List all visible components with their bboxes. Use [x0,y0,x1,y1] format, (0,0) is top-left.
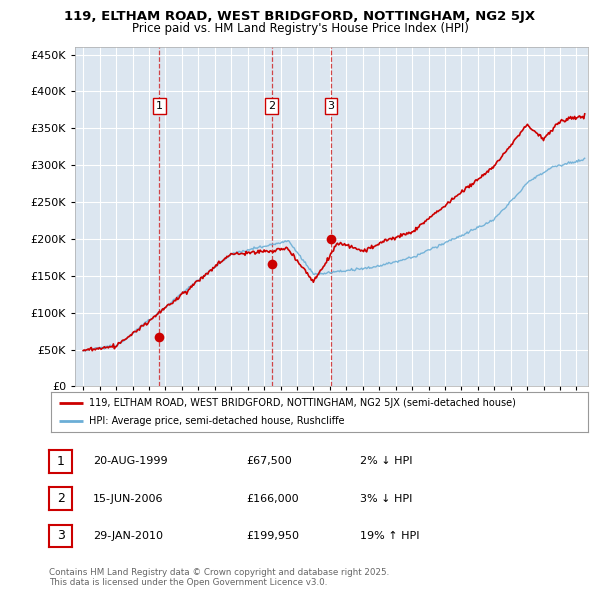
Text: 20-AUG-1999: 20-AUG-1999 [93,457,167,466]
Text: 1: 1 [156,101,163,111]
Text: 3: 3 [328,101,335,111]
Text: 15-JUN-2006: 15-JUN-2006 [93,494,163,503]
Text: £67,500: £67,500 [246,457,292,466]
Text: 2: 2 [268,101,275,111]
Text: 1: 1 [56,455,65,468]
Text: Price paid vs. HM Land Registry's House Price Index (HPI): Price paid vs. HM Land Registry's House … [131,22,469,35]
Text: 19% ↑ HPI: 19% ↑ HPI [360,531,419,540]
Text: £166,000: £166,000 [246,494,299,503]
Text: 2% ↓ HPI: 2% ↓ HPI [360,457,413,466]
Text: 119, ELTHAM ROAD, WEST BRIDGFORD, NOTTINGHAM, NG2 5JX: 119, ELTHAM ROAD, WEST BRIDGFORD, NOTTIN… [64,10,536,23]
Text: 2: 2 [56,492,65,505]
Text: HPI: Average price, semi-detached house, Rushcliffe: HPI: Average price, semi-detached house,… [89,415,344,425]
Text: £199,950: £199,950 [246,531,299,540]
Text: 3: 3 [56,529,65,542]
Text: 3% ↓ HPI: 3% ↓ HPI [360,494,412,503]
Text: 29-JAN-2010: 29-JAN-2010 [93,531,163,540]
Text: 119, ELTHAM ROAD, WEST BRIDGFORD, NOTTINGHAM, NG2 5JX (semi-detached house): 119, ELTHAM ROAD, WEST BRIDGFORD, NOTTIN… [89,398,515,408]
Text: Contains HM Land Registry data © Crown copyright and database right 2025.
This d: Contains HM Land Registry data © Crown c… [49,568,389,587]
